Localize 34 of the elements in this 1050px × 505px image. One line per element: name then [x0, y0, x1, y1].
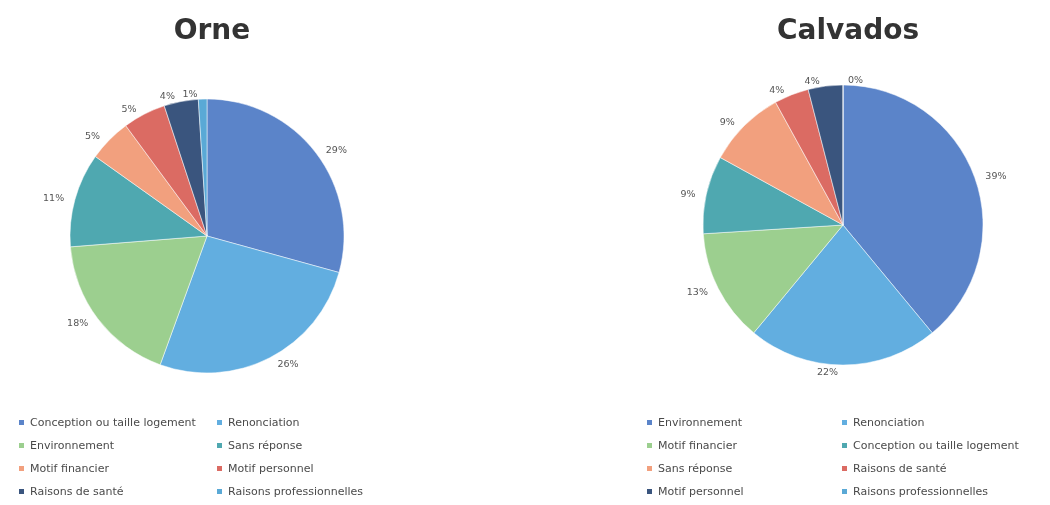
legend-label: Motif financier — [658, 439, 738, 452]
chart-title: Orne — [173, 12, 251, 46]
data-label: 22% — [816, 365, 838, 377]
legend-label: Motif personnel — [228, 462, 314, 475]
legend-label: Sans réponse — [228, 439, 303, 452]
legend-label: Renonciation — [228, 416, 300, 429]
legend-label: Raisons de santé — [853, 462, 947, 475]
data-label: 26% — [277, 357, 299, 369]
text: 0% — [848, 73, 864, 85]
data-label: 11% — [43, 192, 65, 204]
legend-label: Motif financier — [30, 462, 110, 475]
legend-label: Environnement — [30, 439, 115, 452]
data-label: 39% — [985, 170, 1007, 182]
legend-label: Environnement — [658, 416, 743, 429]
chart-title: Calvados — [776, 12, 920, 46]
legend-label: Sans réponse — [658, 462, 733, 475]
data-label: 4% — [159, 90, 175, 102]
data-label: 4% — [804, 74, 820, 86]
data-label: 9% — [719, 116, 735, 128]
data-label: 13% — [686, 285, 708, 297]
data-label: 5% — [85, 130, 101, 142]
data-label: 1% — [182, 87, 198, 99]
data-label: 18% — [67, 317, 89, 329]
data-label: 5% — [121, 103, 137, 115]
legend-label: Renonciation — [853, 416, 925, 429]
legend-label: Motif personnel — [658, 485, 744, 498]
legend-label: Raisons professionnelles — [228, 485, 364, 498]
legend-label: Raisons professionnelles — [853, 485, 989, 498]
data-label: 9% — [680, 187, 696, 199]
data-label: 4% — [769, 83, 785, 95]
legend-label: Raisons de santé — [30, 485, 124, 498]
legend-label: Conception ou taille logement — [30, 416, 197, 429]
data-label: 29% — [325, 143, 347, 155]
legend-label: Conception ou taille logement — [853, 439, 1020, 452]
